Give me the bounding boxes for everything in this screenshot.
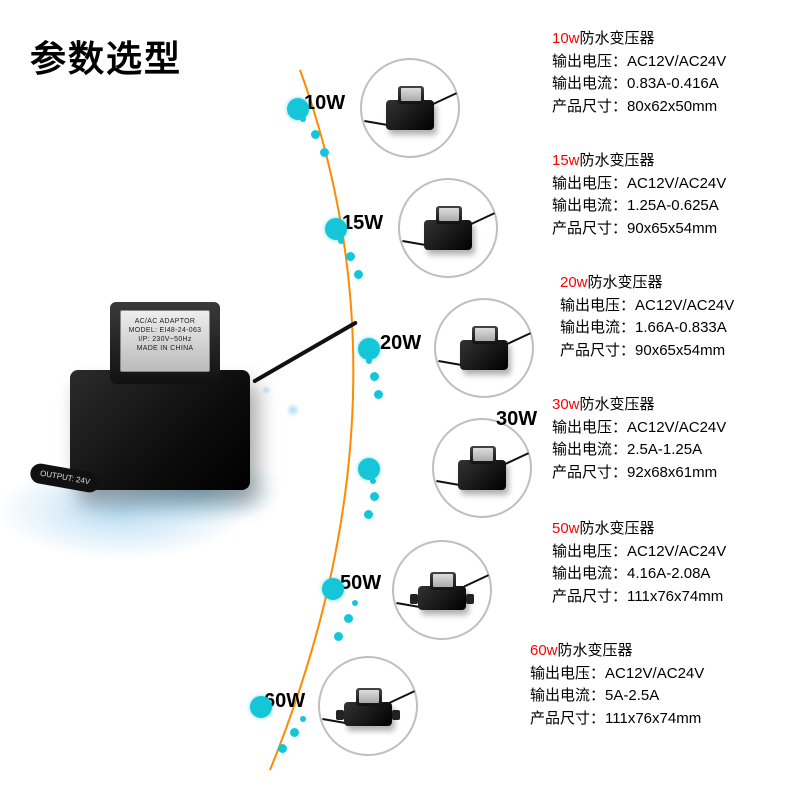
arc-dot xyxy=(370,372,379,381)
model-node-20w xyxy=(434,298,534,398)
arc-dot xyxy=(338,238,344,244)
transformer-icon xyxy=(454,324,514,372)
spec-voltage: 输出电压AC12V/AC24V xyxy=(552,417,782,440)
arc-dot xyxy=(354,270,363,279)
arc-dot xyxy=(311,130,320,139)
spec-size: 产品尺寸90x65x54mm xyxy=(560,340,790,363)
watt-label-50w: 50W xyxy=(340,572,381,595)
transformer-large: AC/AC ADAPTOR MODEL: EI48-24-063 I/P: 23… xyxy=(40,290,280,500)
arc-dot xyxy=(370,478,376,484)
spec-size: 产品尺寸80x62x50mm xyxy=(552,96,782,119)
arc-dot xyxy=(250,696,272,718)
arc-dot xyxy=(344,614,353,623)
spec-voltage: 输出电压AC12V/AC24V xyxy=(552,173,782,196)
spec-heading: 15w防水变压器 xyxy=(552,150,782,173)
arc-dot xyxy=(370,492,379,501)
arc-dot xyxy=(320,148,329,157)
arc-dot xyxy=(358,338,380,360)
spec-block-15w: 15w防水变压器输出电压AC12V/AC24V输出电流1.25A-0.625A产… xyxy=(552,150,782,240)
arc-dot xyxy=(290,728,299,737)
transformer-icon xyxy=(338,682,398,730)
spec-block-50w: 50w防水变压器输出电压AC12V/AC24V输出电流4.16A-2.08A产品… xyxy=(552,518,782,608)
model-node-60w xyxy=(318,656,418,756)
arc-dot xyxy=(300,116,306,122)
model-node-10w xyxy=(360,58,460,158)
spec-current: 输出电流1.66A-0.833A xyxy=(560,317,790,340)
spec-heading: 50w防水变压器 xyxy=(552,518,782,541)
spec-heading: 20w防水变压器 xyxy=(560,272,790,295)
spec-voltage: 输出电压AC12V/AC24V xyxy=(560,295,790,318)
spec-block-10w: 10w防水变压器输出电压AC12V/AC24V输出电流0.83A-0.416A产… xyxy=(552,28,782,118)
spec-voltage: 输出电压AC12V/AC24V xyxy=(552,51,782,74)
spec-size: 产品尺寸111x76x74mm xyxy=(530,708,760,731)
spec-size: 产品尺寸90x65x54mm xyxy=(552,218,782,241)
spec-heading: 30w防水变压器 xyxy=(552,394,782,417)
spec-current: 输出电流1.25A-0.625A xyxy=(552,195,782,218)
spec-current: 输出电流5A-2.5A xyxy=(530,685,760,708)
arc-dot xyxy=(278,744,287,753)
spec-current: 输出电流0.83A-0.416A xyxy=(552,73,782,96)
arc-dot xyxy=(364,510,373,519)
spec-voltage: 输出电压AC12V/AC24V xyxy=(552,541,782,564)
spec-block-20w: 20w防水变压器输出电压AC12V/AC24V输出电流1.66A-0.833A产… xyxy=(560,272,790,362)
arc-dot xyxy=(366,358,372,364)
hero-transformer: AC/AC ADAPTOR MODEL: EI48-24-063 I/P: 23… xyxy=(0,290,330,550)
transformer-icon xyxy=(452,444,512,492)
model-node-50w xyxy=(392,540,492,640)
arc-dot xyxy=(300,716,306,722)
arc-dot xyxy=(325,218,347,240)
spec-block-30w: 30w防水变压器输出电压AC12V/AC24V输出电流2.5A-1.25A产品尺… xyxy=(552,394,782,484)
arc-dot xyxy=(374,390,383,399)
arc-dot xyxy=(358,458,380,480)
transformer-icon xyxy=(418,204,478,252)
model-node-30w xyxy=(432,418,532,518)
spec-voltage: 输出电压AC12V/AC24V xyxy=(530,663,760,686)
spec-size: 产品尺寸92x68x61mm xyxy=(552,462,782,485)
watt-label-20w: 20W xyxy=(380,332,421,355)
spec-heading: 60w防水变压器 xyxy=(530,640,760,663)
watt-label-30w: 30W xyxy=(496,408,537,431)
transformer-icon xyxy=(380,84,440,132)
transformer-icon xyxy=(412,566,472,614)
spec-current: 输出电流4.16A-2.08A xyxy=(552,563,782,586)
arc-dot xyxy=(322,578,344,600)
page-title: 参数选型 xyxy=(30,30,182,82)
arc-dot xyxy=(352,600,358,606)
arc-dot xyxy=(334,632,343,641)
transformer-label: AC/AC ADAPTOR MODEL: EI48-24-063 I/P: 23… xyxy=(120,310,210,372)
arc-dot xyxy=(346,252,355,261)
watt-label-15w: 15W xyxy=(342,212,383,235)
spec-heading: 10w防水变压器 xyxy=(552,28,782,51)
watt-label-10w: 10W xyxy=(304,92,345,115)
spec-block-60w: 60w防水变压器输出电压AC12V/AC24V输出电流5A-2.5A产品尺寸11… xyxy=(530,640,760,730)
spec-current: 输出电流2.5A-1.25A xyxy=(552,439,782,462)
spec-size: 产品尺寸111x76x74mm xyxy=(552,586,782,609)
model-node-15w xyxy=(398,178,498,278)
